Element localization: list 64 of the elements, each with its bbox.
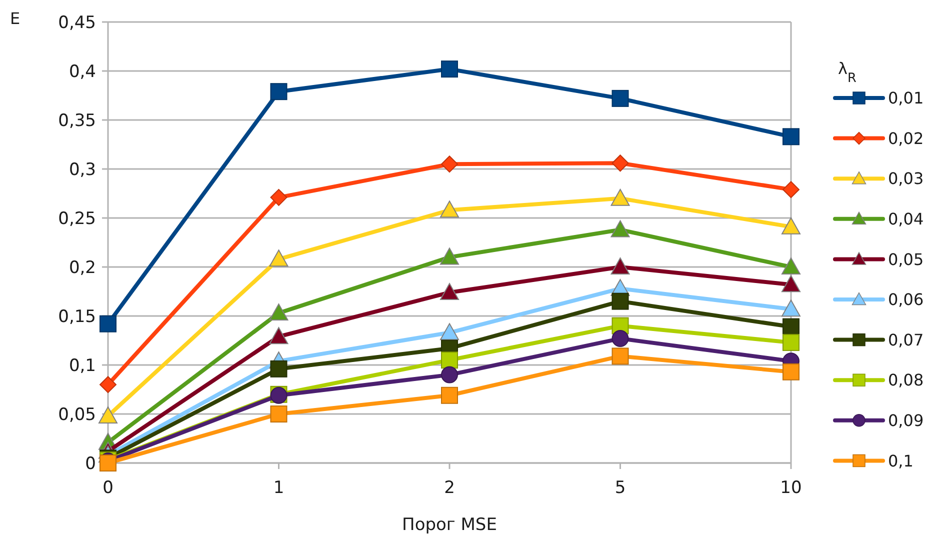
y-tick-label: 0,45 [58,12,96,33]
x-axis-title: Порог MSE [402,515,497,535]
legend-label: 0,02 [888,128,924,148]
point [782,217,800,234]
point [782,128,800,146]
legend-label: 0,05 [888,250,924,269]
x-tick-label: 1 [273,478,284,498]
point [612,90,629,107]
legend-label: 0,09 [888,411,924,430]
point [610,220,630,238]
legend-label: 0,01 [888,88,924,108]
y-axis-title: E [10,9,20,28]
y-tick-label: 0 [85,454,96,474]
point [782,334,800,351]
point [612,154,629,172]
point [270,83,288,100]
point [782,275,800,292]
point [441,366,458,384]
point [441,60,458,78]
y-tick-label: 0,2 [68,258,96,278]
point [441,386,458,404]
point [440,248,459,265]
point [441,352,458,369]
point [269,250,288,267]
point [270,406,288,422]
point [269,327,288,344]
y-tick-label: 0,25 [58,208,96,229]
point [782,181,800,198]
point [440,200,459,218]
y-tick-label: 0,4 [68,62,96,82]
x-tick-label: 0 [102,478,114,498]
point [100,315,116,332]
y-tick-label: 0,35 [58,110,96,131]
point [269,304,288,321]
point [782,300,800,317]
y-tick-label: 0,1 [68,356,96,376]
legend-title: λ$_{R}$ [838,59,856,86]
point [100,376,116,394]
x-tick-label: 10 [780,478,802,498]
y-tick-label: 0,15 [58,306,96,327]
point [98,406,118,424]
point [610,188,630,206]
point [782,363,800,380]
x-tick-label: 5 [614,478,626,498]
legend-label: 0,04 [888,210,924,228]
legend-label: 0,06 [888,290,924,310]
point [612,292,629,310]
legend-label: 0,1 [888,451,914,470]
point [441,156,458,173]
point [270,360,288,378]
legend-label: 0,07 [888,330,924,350]
legend-label: 0,03 [888,169,924,188]
y-tick-label: 0,3 [68,160,96,180]
legend-label: 0,08 [888,370,924,390]
point [612,348,629,365]
point [782,258,800,274]
y-tick-label: 0,05 [58,404,96,425]
x-tick-label: 2 [444,478,455,498]
point [782,318,800,336]
point [440,323,459,340]
point [270,188,288,206]
point [610,258,630,274]
point [440,282,459,300]
point [612,330,629,348]
